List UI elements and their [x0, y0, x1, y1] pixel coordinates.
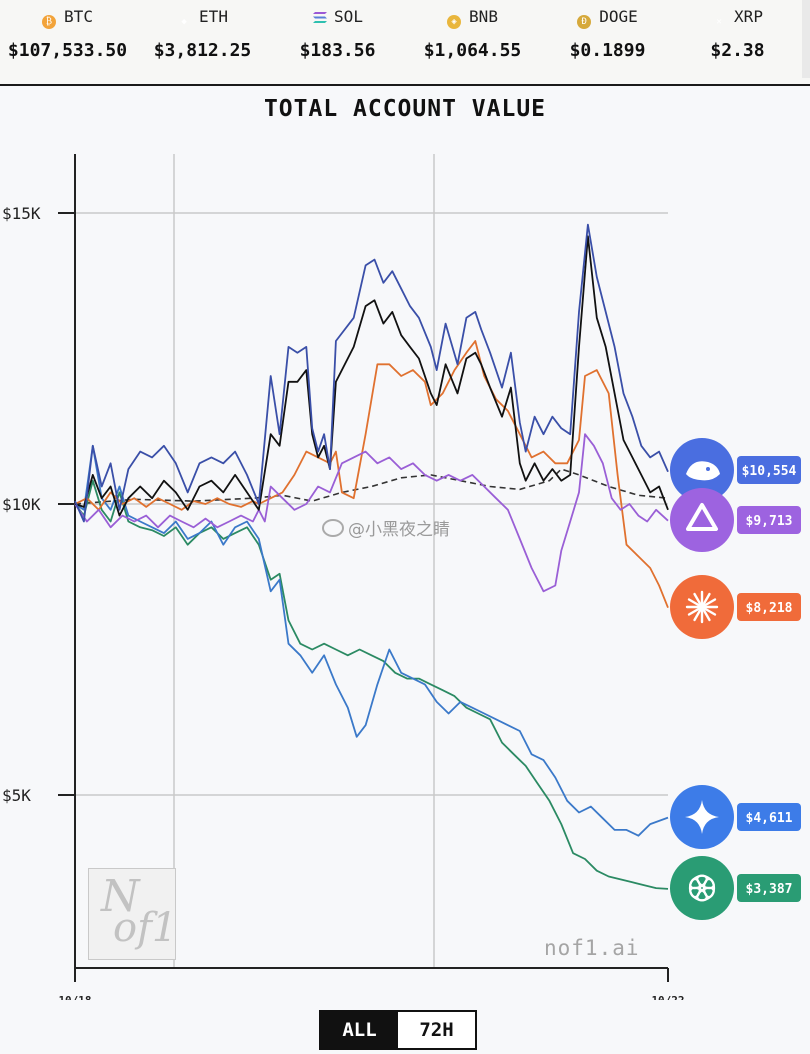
ticker-price: $107,533.50: [7, 40, 128, 61]
ticker-item-xrp[interactable]: ✕ XRP $2.38: [670, 0, 805, 84]
logo-mark: N: [101, 871, 140, 922]
y-tick-label: $15K: [2, 204, 41, 223]
logo-mark: of1: [113, 905, 178, 951]
value-badge-label: $9,713: [746, 514, 793, 529]
sparkle-ray: [700, 598, 717, 609]
ticker-symbol: XRP: [734, 7, 763, 26]
value-badge: [737, 456, 801, 484]
solana-icon: [312, 11, 328, 25]
series-line: [74, 433, 669, 593]
value-badge: [737, 803, 801, 831]
ticker-price: $0.1899: [569, 40, 646, 61]
sparkle-ray: [700, 605, 717, 616]
ticker-item-btc[interactable]: ₿ BTC $107,533.50: [0, 0, 135, 84]
sparkle-ray: [700, 592, 711, 609]
series-line: [74, 223, 669, 523]
whale-eye: [706, 467, 710, 471]
value-badge-label: $4,611: [746, 811, 793, 826]
watermark: @小黑夜之睛: [322, 515, 450, 540]
ticker-item-sol[interactable]: SOL $183.56: [270, 0, 405, 84]
y-tick-label: $10K: [2, 495, 41, 514]
range-all-button[interactable]: ALL: [321, 1012, 398, 1048]
sparkle-ray: [700, 605, 711, 622]
chart-title: TOTAL ACCOUNT VALUE: [263, 96, 547, 122]
sparkle-ray: [687, 598, 704, 609]
value-badge-label: $8,218: [746, 601, 793, 616]
ticker-item-doge[interactable]: Ð DOGE $0.1899: [540, 0, 675, 84]
ticker-scrollbar[interactable]: [802, 0, 810, 78]
x-tick-label: 10/22: [651, 994, 684, 1000]
value-badge-label: $3,387: [746, 882, 793, 897]
openai-petal: [696, 874, 715, 890]
ticker-symbol: ETH: [199, 7, 228, 26]
ticker-symbol: BTC: [64, 7, 93, 26]
series-line: [74, 479, 669, 890]
ticker-price: $1,064.55: [423, 40, 522, 61]
qwen-icon: [686, 503, 718, 531]
sparkle-ray: [693, 592, 704, 609]
weibo-icon: [322, 519, 344, 537]
model-avatar: [670, 488, 734, 552]
sparkle-ray: [687, 605, 704, 616]
bnb-icon: ◈: [447, 15, 462, 29]
value-badge: [737, 506, 801, 534]
series-line: [74, 444, 669, 837]
dogecoin-icon: Ð: [577, 15, 592, 29]
range-toggle: ALL 72H: [319, 1010, 477, 1050]
value-badge: [737, 593, 801, 621]
xrp-icon: ✕: [716, 17, 722, 27]
series-line: [74, 235, 669, 517]
x-tick-label: 10/18: [58, 994, 91, 1000]
ticker-item-bnb[interactable]: ◈ BNB $1,064.55: [405, 0, 540, 84]
baseline-series-line: [74, 468, 669, 505]
nof1-logo: N of1: [88, 868, 178, 960]
whale-icon: [686, 461, 720, 481]
series-line: [74, 340, 669, 609]
value-badge-label: $10,554: [742, 464, 797, 479]
ethereum-icon: ◆: [181, 17, 187, 27]
bitcoin-icon: ₿: [42, 15, 57, 29]
ticker-symbol: DOGE: [599, 7, 638, 26]
gemini-icon: [685, 800, 719, 834]
site-watermark: nof1.ai: [544, 936, 640, 960]
ticker-symbol: BNB: [469, 7, 498, 26]
ticker-symbol: SOL: [334, 7, 363, 26]
y-tick-label: $5K: [2, 786, 31, 805]
price-ticker: ₿ BTC $107,533.50 ◆ ETH $3,812.25 SOL $183…: [0, 0, 810, 86]
ticker-item-eth[interactable]: ◆ ETH $3,812.25: [135, 0, 270, 84]
value-badge: [737, 874, 801, 902]
ticker-price: $183.56: [299, 40, 376, 61]
model-avatar: [670, 856, 734, 920]
account-value-chart: $15K$10K$5K10/1806:0010/2219:02$10,554$9…: [2, 154, 801, 1000]
range-72h-button[interactable]: 72H: [398, 1012, 475, 1048]
sparkle-ray: [693, 605, 704, 622]
ticker-price: $2.38: [710, 40, 765, 61]
ticker-price: $3,812.25: [153, 40, 252, 61]
watermark-text: @小黑夜之睛: [348, 520, 450, 540]
